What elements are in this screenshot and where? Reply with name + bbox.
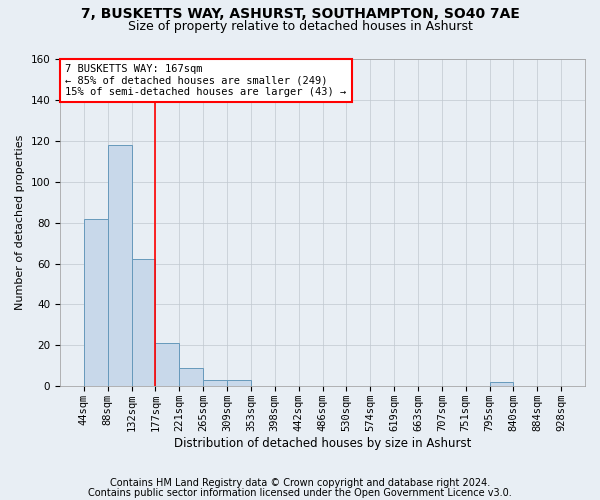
Bar	[227, 380, 251, 386]
Text: Size of property relative to detached houses in Ashurst: Size of property relative to detached ho…	[128, 20, 472, 33]
Bar	[108, 145, 131, 386]
Bar	[203, 380, 227, 386]
Y-axis label: Number of detached properties: Number of detached properties	[15, 135, 25, 310]
Bar	[84, 218, 108, 386]
Bar	[131, 260, 155, 386]
X-axis label: Distribution of detached houses by size in Ashurst: Distribution of detached houses by size …	[174, 437, 471, 450]
Text: Contains HM Land Registry data © Crown copyright and database right 2024.: Contains HM Land Registry data © Crown c…	[110, 478, 490, 488]
Text: 7, BUSKETTS WAY, ASHURST, SOUTHAMPTON, SO40 7AE: 7, BUSKETTS WAY, ASHURST, SOUTHAMPTON, S…	[80, 8, 520, 22]
Bar	[155, 344, 179, 386]
Text: 7 BUSKETTS WAY: 167sqm
← 85% of detached houses are smaller (249)
15% of semi-de: 7 BUSKETTS WAY: 167sqm ← 85% of detached…	[65, 64, 347, 97]
Bar	[179, 368, 203, 386]
Text: Contains public sector information licensed under the Open Government Licence v3: Contains public sector information licen…	[88, 488, 512, 498]
Bar	[490, 382, 514, 386]
